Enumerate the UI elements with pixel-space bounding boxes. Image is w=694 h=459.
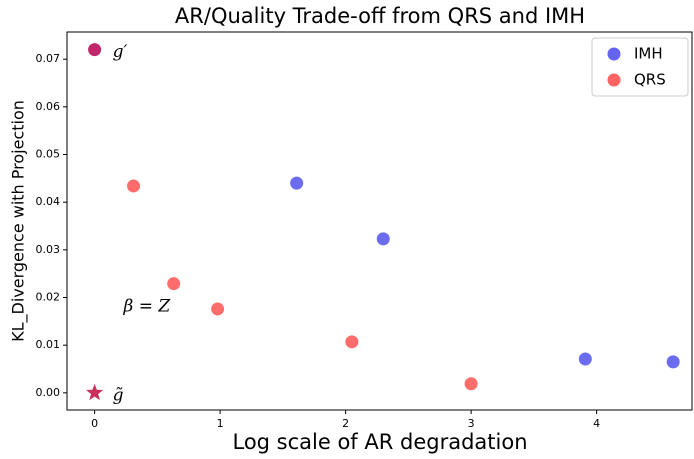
special-point: [88, 43, 102, 57]
point: [345, 335, 359, 349]
y-tick-label: 0.04: [36, 195, 61, 208]
annotation: β = Z: [122, 297, 171, 317]
x-axis-label: Log scale of AR degradation: [232, 430, 527, 454]
y-axis-label: KL_Divergence with Projection: [9, 100, 29, 342]
legend-label: QRS: [634, 71, 666, 89]
point: [578, 352, 592, 366]
point: [290, 176, 304, 190]
x-tick-label: 2: [342, 417, 349, 430]
y-tick-label: 0.03: [36, 243, 61, 256]
point: [666, 355, 680, 369]
point: [464, 377, 478, 391]
y-tick-label: 0.01: [36, 338, 61, 351]
point: [167, 277, 181, 291]
y-tick-label: 0.00: [36, 386, 61, 399]
point: [376, 232, 390, 246]
point: [211, 302, 225, 316]
chart-title: AR/Quality Trade-off from QRS and IMH: [175, 4, 585, 28]
y-tick-label: 0.06: [36, 100, 61, 113]
y-tick-label: 0.02: [36, 291, 61, 304]
x-tick-label: 4: [593, 417, 600, 430]
x-tick-label: 1: [217, 417, 224, 430]
marker-label: g̃: [113, 385, 124, 405]
star-marker: [86, 383, 104, 401]
x-tick-label: 0: [91, 417, 98, 430]
y-tick-label: 0.07: [36, 52, 61, 65]
marker-label: g′: [113, 42, 128, 62]
y-tick-label: 0.05: [36, 148, 61, 161]
legend-label: IMH: [634, 45, 663, 63]
legend-swatch: [607, 47, 621, 61]
point: [127, 179, 141, 193]
x-tick-label: 3: [468, 417, 475, 430]
legend-swatch: [607, 73, 621, 87]
plot-frame: [66, 31, 693, 411]
